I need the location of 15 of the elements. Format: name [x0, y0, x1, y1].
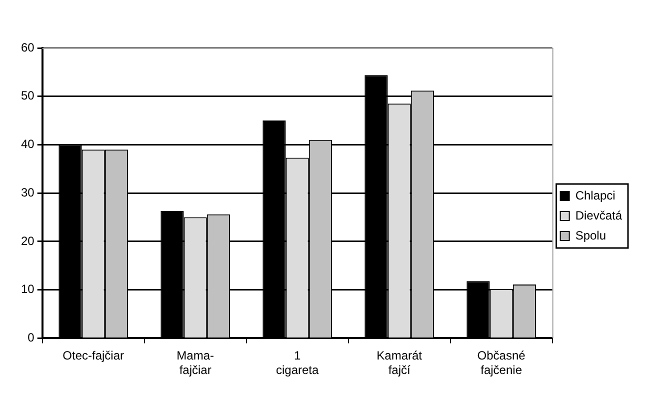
x-tick-label: Kamarát fajčí: [376, 348, 423, 378]
x-tick-label: Občasné fajčenie: [477, 348, 526, 378]
y-tick-label: 50: [20, 88, 35, 103]
y-tick-label: 60: [20, 40, 35, 54]
legend-label: Dievčatá: [575, 208, 622, 222]
legend-label: Chlapci: [575, 188, 616, 202]
y-tick-label: 30: [20, 185, 35, 200]
x-tick-label: Otec-fajčiar: [62, 348, 124, 363]
y-tick-label: 20: [20, 234, 35, 248]
y-tick-label: 10: [20, 282, 35, 296]
legend-label: Spolu: [575, 228, 606, 242]
x-tick-label: Mama- fajčiar: [176, 348, 214, 378]
y-tick-label: 0: [28, 330, 35, 345]
y-tick-label: 40: [20, 137, 35, 152]
x-tick-label: 1 cigareta: [276, 348, 319, 378]
